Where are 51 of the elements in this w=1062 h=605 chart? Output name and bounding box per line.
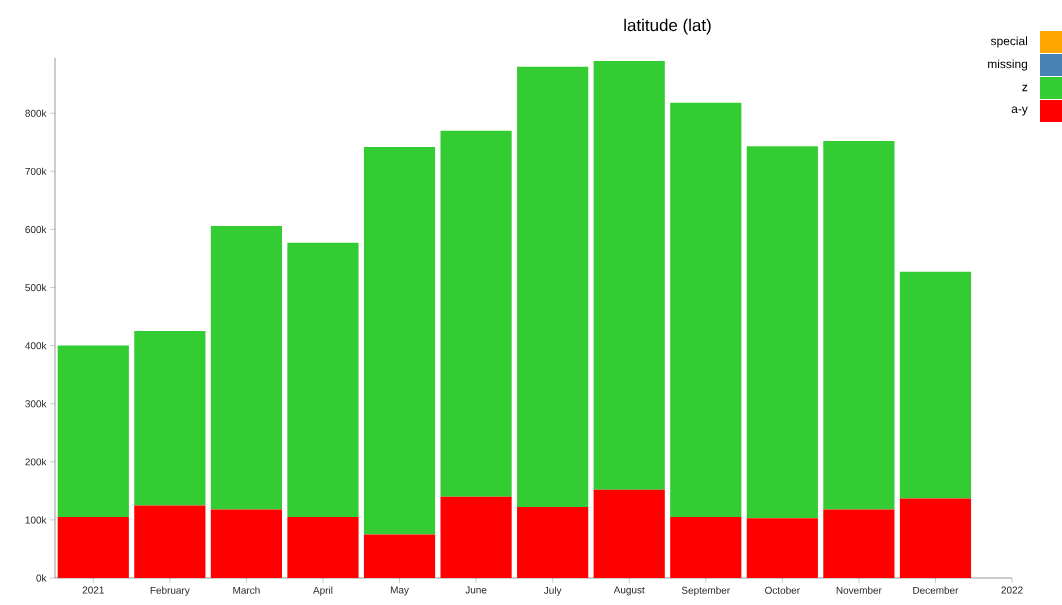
bar	[823, 509, 895, 578]
bar	[287, 517, 359, 578]
bar	[57, 517, 129, 578]
x-tick-label: July	[543, 586, 562, 596]
bar	[670, 517, 742, 578]
bar	[746, 518, 818, 578]
y-tick-label: 200k	[25, 458, 47, 466]
x-tick-label: February	[150, 586, 190, 596]
legend-label: missing	[988, 59, 1028, 71]
x-tick-label: November	[836, 586, 882, 594]
x-tick-label: April	[313, 586, 333, 596]
legend-label: a-y	[1011, 106, 1028, 116]
bar	[670, 102, 742, 517]
legend-label: z	[1022, 84, 1028, 92]
bar	[440, 130, 512, 497]
bar	[57, 345, 129, 517]
bar	[134, 505, 206, 578]
x-tick-label: December	[913, 586, 959, 594]
x-tick-label: March	[233, 586, 260, 594]
x-tick-label: October	[765, 586, 800, 594]
bar	[746, 146, 818, 519]
y-tick-label: 600k	[25, 225, 47, 234]
bar	[593, 489, 665, 578]
x-tick-label: 2022	[1001, 586, 1023, 594]
bar	[899, 498, 972, 578]
bar	[517, 507, 589, 578]
bar	[823, 141, 895, 510]
x-tick-label: September	[681, 586, 730, 596]
y-tick-label: 300k	[25, 400, 47, 408]
x-tick-label: 2021	[82, 586, 104, 594]
bar	[363, 146, 436, 535]
y-tick-label: 700k	[25, 167, 47, 175]
x-tick-label: May	[390, 586, 409, 596]
bar	[899, 271, 972, 499]
y-tick-label: 100k	[25, 516, 47, 524]
chart-title: latitude (lat)	[624, 18, 711, 35]
bar	[287, 242, 359, 517]
bar	[363, 534, 436, 578]
bar	[517, 66, 589, 508]
bar	[210, 509, 282, 578]
y-tick-label: 400k	[25, 341, 47, 350]
x-tick-label: June	[465, 586, 487, 594]
y-tick-label: 0k	[36, 574, 47, 582]
bar	[593, 60, 665, 490]
y-tick-label: 800k	[25, 109, 47, 117]
bar	[134, 331, 206, 506]
bar	[440, 496, 512, 578]
bar	[210, 225, 282, 510]
y-tick-label: 500k	[25, 283, 47, 292]
x-tick-label: August	[613, 586, 645, 596]
legend-label: special	[990, 36, 1028, 48]
